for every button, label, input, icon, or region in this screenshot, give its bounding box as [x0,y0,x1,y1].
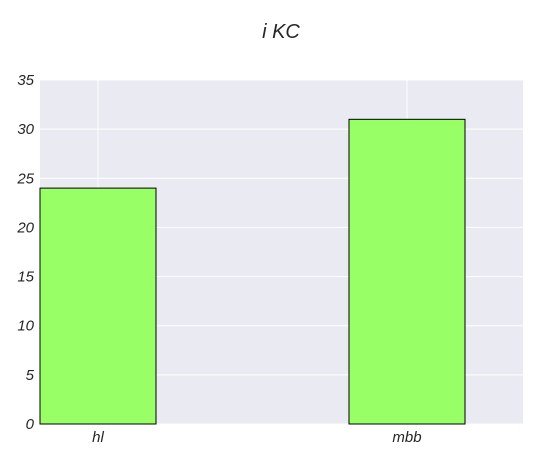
y-tick-label-1: 5 [26,367,35,384]
y-axis-tick-labels: 0 5 10 15 20 25 30 35 [16,72,34,433]
y-tick-label-2: 10 [17,318,34,335]
y-tick-label-0: 0 [26,416,35,433]
bar-hl [39,187,157,425]
bar-mbb [348,118,466,425]
x-axis-tick-labels: hl mbb [92,429,421,446]
y-tick-label-5: 25 [16,170,34,187]
y-tick-label-3: 15 [17,269,34,286]
y-tick-label-7: 35 [17,72,34,89]
bars [39,118,466,425]
chart-title: i KC [262,21,300,43]
x-tick-label-mbb: mbb [392,429,421,446]
x-tick-label-hl: hl [92,429,104,446]
y-tick-label-6: 30 [17,121,34,138]
y-tick-label-4: 20 [16,219,34,236]
